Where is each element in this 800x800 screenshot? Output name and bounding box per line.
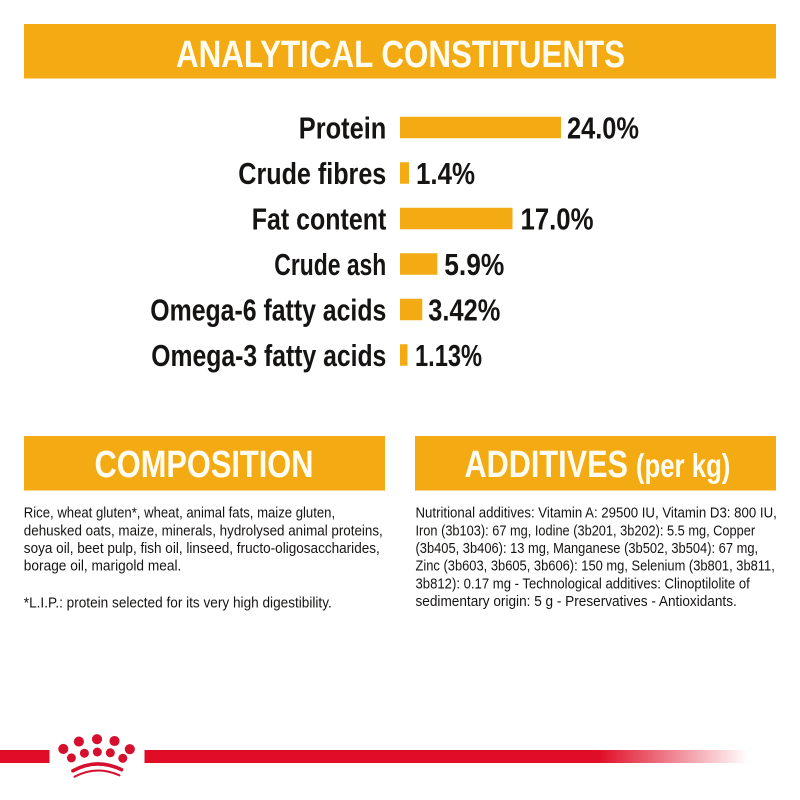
svg-text:ADDITIVES: ADDITIVES (465, 444, 629, 486)
svg-text:Fat content: Fat content (252, 201, 387, 236)
svg-text:3b812): 0.17 mg - Technologica: 3b812): 0.17 mg - Technological additive… (416, 575, 751, 592)
svg-text:Protein: Protein (299, 110, 387, 145)
svg-text:1.4%: 1.4% (416, 156, 475, 191)
svg-text:1.13%: 1.13% (415, 338, 482, 373)
svg-text:(per kg): (per kg) (636, 447, 731, 484)
svg-text:3.42%: 3.42% (428, 292, 500, 327)
svg-text:Iron (3b103): 67 mg, Iodine (3: Iron (3b103): 67 mg, Iodine (3b201, 3b20… (416, 522, 756, 539)
svg-text:Omega-3 fatty acids: Omega-3 fatty acids (151, 338, 386, 373)
svg-text:ANALYTICAL CONSTITUENTS: ANALYTICAL CONSTITUENTS (176, 34, 625, 76)
svg-text:*L.I.P.: protein selected for: *L.I.P.: protein selected for its very h… (24, 595, 332, 612)
svg-text:borage oil, marigold meal.: borage oil, marigold meal. (24, 558, 182, 575)
svg-text:Omega-6 fatty acids: Omega-6 fatty acids (150, 292, 386, 327)
svg-text:17.0%: 17.0% (521, 201, 594, 236)
svg-text:Zinc (3b603, 3b605, 3b606): 15: Zinc (3b603, 3b605, 3b606): 150 mg, Sele… (416, 558, 775, 575)
svg-text:(3b405, 3b406): 13 mg, Mangane: (3b405, 3b406): 13 mg, Manganese (3b502,… (416, 540, 759, 557)
svg-text:24.0%: 24.0% (567, 110, 639, 145)
svg-text:soya oil, beet pulp, fish oil,: soya oil, beet pulp, fish oil, linseed, … (24, 540, 380, 557)
svg-text:Crude ash: Crude ash (274, 247, 386, 282)
svg-text:Rice, wheat gluten*, wheat, an: Rice, wheat gluten*, wheat, animal fats,… (24, 505, 335, 522)
svg-text:COMPOSITION: COMPOSITION (95, 444, 314, 486)
svg-text:dehusked oats, maize, minerals: dehusked oats, maize, minerals, hydrolys… (24, 522, 383, 539)
svg-text:5.9%: 5.9% (444, 247, 504, 282)
svg-text:Crude fibres: Crude fibres (238, 156, 386, 191)
svg-text:sedimentary origin: 5 g - Pres: sedimentary origin: 5 g - Preservatives … (416, 593, 737, 610)
svg-text:Nutritional additives: Vitamin: Nutritional additives: Vitamin A: 29500 … (416, 505, 777, 522)
